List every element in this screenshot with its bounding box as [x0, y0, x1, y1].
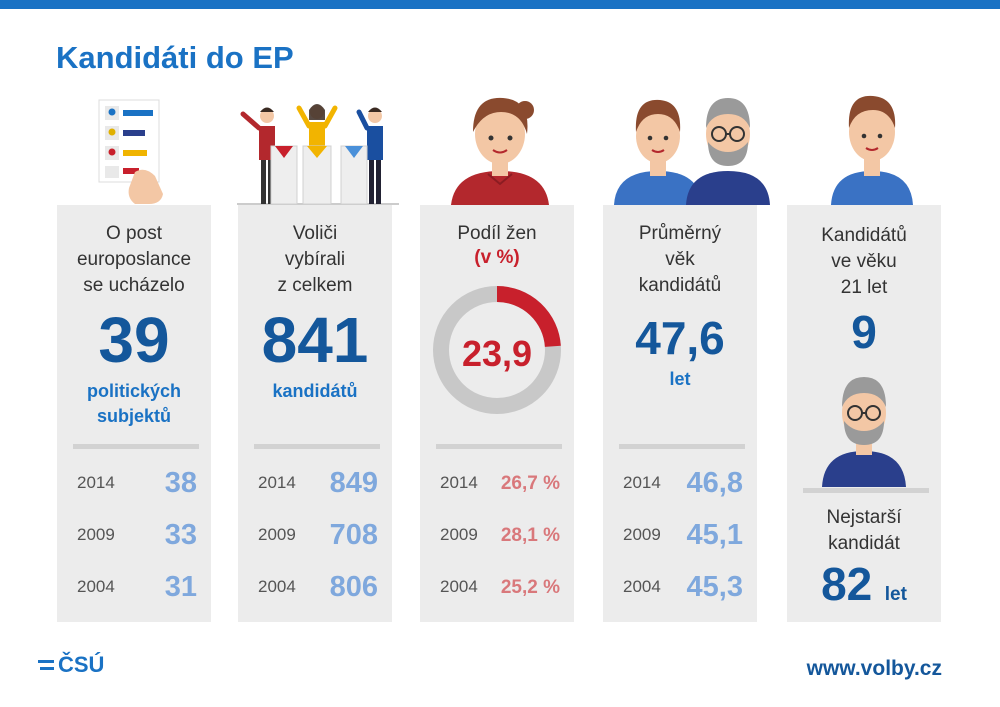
history-value: 25,2 %: [500, 577, 560, 598]
panel-women-share: Podíl žen (v %) 23,9 2014 26,7 % 2009 28…: [420, 205, 574, 622]
average-age-unit: let: [669, 369, 691, 389]
history-row: 2014 46,8: [603, 463, 757, 503]
history-row: 2009 28,1 %: [420, 515, 574, 555]
candidates-heading: Voliči vybírali z celkem: [277, 223, 353, 296]
donut-segment-women: [433, 286, 561, 414]
divider: [436, 444, 562, 449]
age-heading: Průměrný věk kandidátů: [638, 223, 722, 296]
panel-youngest-oldest: Kandidátů ve věku 21 let 9 Nejstarší kan…: [787, 205, 941, 622]
women-share-value: 23,9: [461, 333, 533, 374]
panel-candidates: Voliči vybírali z celkem 841 kandidátů 2…: [238, 205, 392, 622]
history-value: 45,1: [686, 519, 743, 551]
history-year: 2009: [623, 525, 661, 544]
young-man-icon: [831, 95, 913, 205]
old-man-icon: [822, 377, 906, 487]
women-heading: Podíl žen: [457, 223, 537, 244]
oldest-age-unit: let: [884, 584, 907, 605]
young-count: 9: [851, 306, 877, 358]
history-value: 28,1 %: [500, 525, 560, 546]
history-value: 38: [164, 467, 197, 499]
history-year: 2004: [623, 577, 661, 596]
csu-logo: ČSÚ: [38, 650, 128, 680]
page-title: Kandidáti do EP: [56, 40, 294, 75]
ballot-hand-icon: [98, 99, 163, 204]
history-year: 2014: [77, 473, 115, 492]
history-row: 2004 45,3: [603, 567, 757, 607]
history-year: 2014: [258, 473, 296, 492]
oldest-heading: Nejstarší kandidát: [826, 507, 902, 554]
oldest-age-value: 82: [821, 558, 873, 610]
history-year: 2004: [258, 577, 296, 596]
history-value: 806: [329, 571, 378, 603]
average-age-value: 47,6: [635, 312, 725, 364]
history-year: 2014: [440, 473, 478, 492]
two-men-icon: [614, 98, 770, 205]
history-year: 2009: [440, 525, 478, 544]
history-value: 45,3: [686, 571, 743, 603]
history-row: 2009 33: [57, 515, 211, 555]
parties-unit: politických subjektů: [86, 381, 182, 426]
woman-icon: [451, 97, 549, 205]
top-bar: [0, 0, 1000, 9]
csu-logo-text: ČSÚ: [58, 652, 105, 677]
history-value: 708: [329, 519, 378, 551]
history-year: 2009: [258, 525, 296, 544]
parties-count: 39: [98, 304, 170, 376]
history-year: 2009: [77, 525, 115, 544]
divider: [619, 444, 745, 449]
candidates-unit: kandidátů: [272, 381, 358, 401]
parties-heading: O post europoslance se ucházelo: [76, 223, 192, 296]
young-heading: Kandidátů ve věku 21 let: [821, 225, 907, 298]
history-row: 2014 38: [57, 463, 211, 503]
history-row: 2014 849: [238, 463, 392, 503]
history-row: 2004 806: [238, 567, 392, 607]
oldest-age: 82 let: [787, 557, 941, 611]
history-value: 849: [329, 467, 378, 499]
women-share-donut: [433, 286, 561, 414]
history-year: 2004: [440, 577, 478, 596]
history-row: 2009 45,1: [603, 515, 757, 555]
women-unit: (v %): [474, 247, 520, 268]
divider: [73, 444, 199, 449]
divider: [254, 444, 380, 449]
history-row: 2004 31: [57, 567, 211, 607]
divider: [803, 488, 929, 493]
history-year: 2014: [623, 473, 661, 492]
candidates-count: 841: [261, 304, 369, 376]
history-row: 2014 26,7 %: [420, 463, 574, 503]
history-year: 2004: [77, 577, 115, 596]
candidates-podium-icon: [237, 104, 399, 205]
website-link[interactable]: www.volby.cz: [806, 657, 942, 680]
panel-average-age: Průměrný věk kandidátů 47,6 let 2014 46,…: [603, 205, 757, 622]
history-row: 2009 708: [238, 515, 392, 555]
history-value: 26,7 %: [500, 473, 560, 494]
history-value: 31: [164, 571, 197, 603]
history-value: 46,8: [686, 467, 743, 499]
history-row: 2004 25,2 %: [420, 567, 574, 607]
history-value: 33: [164, 519, 197, 551]
panel-parties: O post europoslance se ucházelo 39 polit…: [57, 205, 211, 622]
